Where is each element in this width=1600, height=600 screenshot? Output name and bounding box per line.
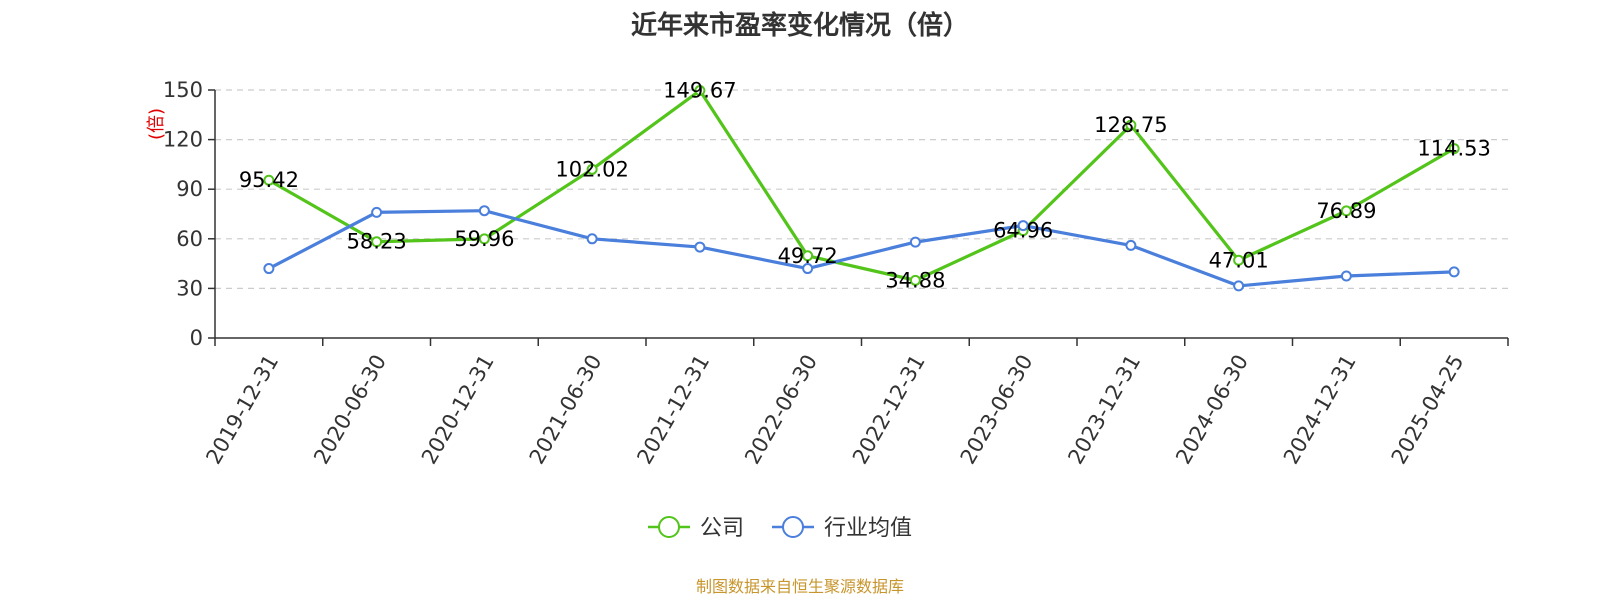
series-line-0 xyxy=(268,88,1455,282)
data-labels: 95.42 58.23 59.96 102.02 149.67 49.72 34.88 64.… xyxy=(239,79,1491,293)
data-point[interactable] xyxy=(1448,143,1460,155)
data-point[interactable] xyxy=(909,236,921,248)
y-tick-label: 150 xyxy=(163,78,203,102)
data-label: 34.88 xyxy=(885,268,945,292)
data-label: 76.89 xyxy=(1316,199,1376,223)
x-tick-label: 2024-12-31 xyxy=(1279,351,1361,469)
x-tick-label: 2019-12-31 xyxy=(201,351,283,469)
x-tick-label: 2022-06-30 xyxy=(740,351,822,469)
y-tick-label: 30 xyxy=(176,276,203,300)
data-point[interactable] xyxy=(1233,280,1245,292)
data-point[interactable] xyxy=(478,205,490,217)
data-label: 95.42 xyxy=(239,168,299,192)
data-label: 49.72 xyxy=(778,244,838,268)
x-tick-label: 2023-12-31 xyxy=(1063,351,1145,469)
data-point[interactable] xyxy=(478,233,490,245)
legend[interactable]: 公司 行业均值 xyxy=(648,516,912,541)
legend-marker xyxy=(658,516,680,538)
legend-label: 公司 xyxy=(700,516,744,541)
y-axis-ticks: 0 30 60 90 120 150 xyxy=(163,78,215,350)
data-point[interactable] xyxy=(1448,266,1460,278)
data-point[interactable] xyxy=(1340,205,1352,217)
data-point[interactable] xyxy=(1233,254,1245,266)
data-label: 47.01 xyxy=(1209,248,1269,272)
data-point[interactable] xyxy=(586,163,598,175)
series-line-1 xyxy=(268,209,1455,288)
data-point[interactable] xyxy=(371,206,383,218)
x-tick-label: 2023-06-30 xyxy=(956,351,1038,469)
x-tick-label: 2024-06-30 xyxy=(1171,351,1253,469)
y-tick-label: 120 xyxy=(163,128,203,152)
x-tick-label: 2022-12-31 xyxy=(848,351,930,469)
y-tick-label: 0 xyxy=(190,326,203,350)
data-label: 114.53 xyxy=(1417,137,1490,161)
data-label: 149.67 xyxy=(663,79,736,103)
data-point[interactable] xyxy=(694,241,706,253)
legend-label: 行业均值 xyxy=(824,516,912,541)
data-point[interactable] xyxy=(263,174,275,186)
legend-item-0[interactable]: 公司 xyxy=(648,516,744,541)
axes xyxy=(214,90,1508,339)
data-point[interactable] xyxy=(694,85,706,97)
series-layer xyxy=(263,85,1460,292)
y-tick-label: 90 xyxy=(176,177,203,201)
x-tick-label: 2025-04-25 xyxy=(1387,351,1469,469)
data-point[interactable] xyxy=(1125,119,1137,131)
data-point[interactable] xyxy=(1340,270,1352,282)
data-label: 58.23 xyxy=(347,230,407,254)
data-point[interactable] xyxy=(1017,220,1029,232)
data-point[interactable] xyxy=(371,236,383,248)
gridlines xyxy=(215,89,1508,289)
x-tick-label: 2021-06-30 xyxy=(525,351,607,469)
x-tick-label: 2021-12-31 xyxy=(632,351,714,469)
data-label: 128.75 xyxy=(1094,113,1167,137)
data-point[interactable] xyxy=(802,250,814,262)
data-point[interactable] xyxy=(586,233,598,245)
x-tick-label: 2020-12-31 xyxy=(417,351,499,469)
data-label: 64.96 xyxy=(993,219,1053,243)
x-axis-ticks: 2019-12-31 2020-06-30 2020-12-31 2021-06-30… xyxy=(201,338,1509,469)
y-axis-unit-label: (倍) xyxy=(146,108,167,140)
data-point[interactable] xyxy=(1125,239,1137,251)
chart-title: 近年来市盈率变化情况（倍） xyxy=(631,10,969,41)
data-point[interactable] xyxy=(909,274,921,286)
legend-item-1[interactable]: 行业均值 xyxy=(772,516,912,541)
data-label: 102.02 xyxy=(555,157,628,181)
data-source-note: 制图数据来自恒生聚源数据库 xyxy=(696,577,904,596)
legend-marker xyxy=(782,516,804,538)
data-point[interactable] xyxy=(263,263,275,275)
data-point[interactable] xyxy=(802,263,814,275)
x-tick-label: 2020-06-30 xyxy=(309,351,391,469)
data-label: 59.96 xyxy=(454,227,514,251)
y-tick-label: 60 xyxy=(176,227,203,251)
